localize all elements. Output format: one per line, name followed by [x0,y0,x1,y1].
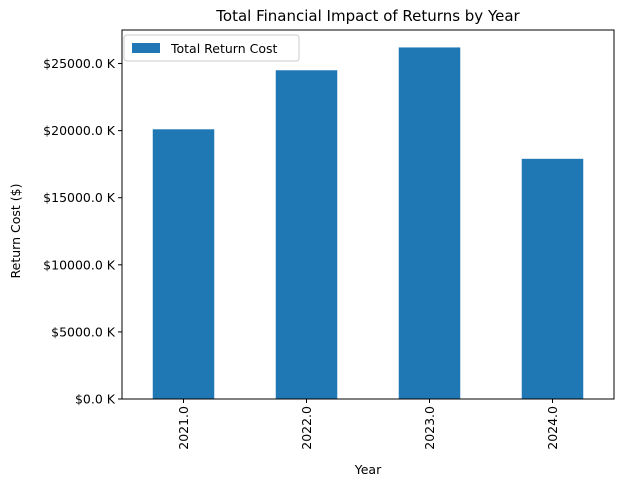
x-tick-label: 2021.0 [176,406,191,450]
legend-swatch [132,43,160,53]
x-tick-label: 2023.0 [422,406,437,450]
y-tick-label: $0.0 K [75,392,116,407]
x-axis: 2021.0 2022.0 2023.0 2024.0 [176,399,560,450]
y-tick-label: $20000.0 K [43,123,116,138]
plot-frame [121,29,615,400]
legend-label: Total Return Cost [170,41,278,56]
y-axis: $0.0 K $5000.0 K $10000.0 K $15000.0 K $2000… [43,56,122,407]
legend-frame [123,34,300,62]
bar-2021.0 [152,129,215,399]
y-tick-label: $10000.0 K [43,257,116,272]
plot-area [121,29,615,400]
bar-2022.0 [275,70,338,399]
legend: Total Return Cost [123,34,300,62]
y-tick-label: $25000.0 K [43,56,116,71]
y-tick-label: $5000.0 K [51,324,116,339]
y-axis-title: Return Cost ($) [8,184,23,279]
x-tick-label: 2022.0 [299,406,314,450]
x-tick-label: 2024.0 [545,406,560,450]
chart-title: Total Financial Impact of Returns by Yea… [215,7,520,25]
x-axis-title: Year [354,462,382,477]
bar-2024.0 [521,158,584,399]
y-tick-label: $15000.0 K [43,190,116,205]
bar-2023.0 [398,47,461,400]
